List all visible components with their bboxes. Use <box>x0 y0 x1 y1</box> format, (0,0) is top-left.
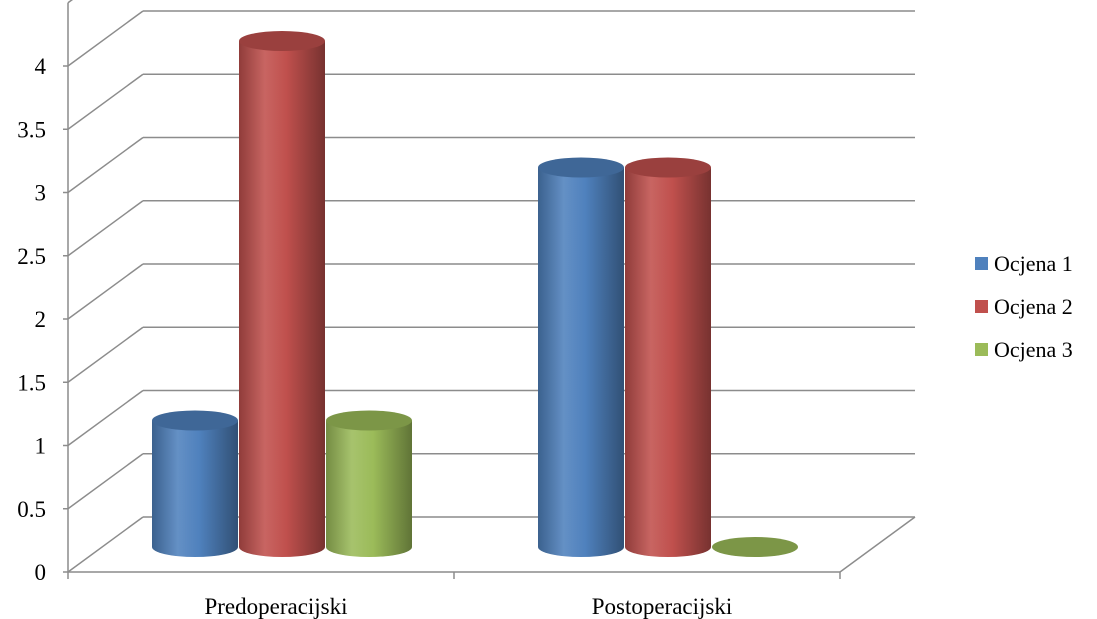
legend-item: Ocjena 3 <box>975 337 1073 362</box>
legend-label: Ocjena 1 <box>994 251 1073 276</box>
x-tick-label: Predoperacijski <box>204 594 347 619</box>
labels: 0 0.5 1 1.5 2 2.5 3 3.5 4 Predoperacijski Postoper… <box>17 54 732 619</box>
legend-label: Ocjena 2 <box>994 294 1073 319</box>
bar-body <box>239 41 325 557</box>
bars <box>152 31 798 557</box>
bar <box>326 410 412 557</box>
bar-top <box>625 157 711 178</box>
y-tick-label: 0 <box>35 560 47 585</box>
gridline-diagonal <box>67 389 144 447</box>
axes <box>63 2 916 579</box>
legend-swatch <box>975 257 988 270</box>
bar-body <box>625 167 711 557</box>
legend: Ocjena 1 Ocjena 2 Ocjena 3 <box>975 251 1073 362</box>
bar-top <box>239 31 325 51</box>
gridline-diagonal <box>67 453 144 510</box>
legend-item: Ocjena 1 <box>975 251 1073 276</box>
floor-edge <box>839 516 916 573</box>
bar <box>712 537 798 557</box>
bar-top <box>712 537 798 557</box>
bar <box>152 410 238 557</box>
y-tick-label: 1 <box>35 434 47 459</box>
bar-body <box>326 420 412 557</box>
bar <box>239 31 325 557</box>
y-tick-label: 0.5 <box>17 497 46 522</box>
y-tick-label: 1.5 <box>17 370 46 395</box>
gridline-diagonal <box>67 326 144 383</box>
gridline-diagonal <box>67 0 74 4</box>
gridline-diagonal <box>67 516 144 573</box>
bar <box>538 157 624 557</box>
y-tick-label: 2.5 <box>17 244 46 269</box>
bar-body <box>538 167 624 557</box>
y-tick-label: 3 <box>35 181 47 206</box>
gridline-diagonal <box>67 263 144 320</box>
gridline-diagonal <box>67 73 144 130</box>
y-tick-label: 2 <box>35 307 47 332</box>
gridline-diagonal <box>67 10 144 67</box>
bar <box>625 157 711 557</box>
legend-swatch <box>975 300 988 313</box>
bar-top <box>152 410 238 431</box>
bar-top <box>326 410 412 431</box>
bar-body <box>152 420 238 557</box>
gridline-diagonal <box>67 136 144 194</box>
legend-item: Ocjena 2 <box>975 294 1073 319</box>
y-tick-label: 3.5 <box>17 117 46 142</box>
legend-label: Ocjena 3 <box>994 337 1073 362</box>
y-tick-label: 4 <box>35 54 47 79</box>
x-tick-label: Postoperacijski <box>592 594 733 619</box>
bar-top <box>538 157 624 178</box>
legend-swatch <box>975 343 988 356</box>
gridline-diagonal <box>67 200 144 257</box>
